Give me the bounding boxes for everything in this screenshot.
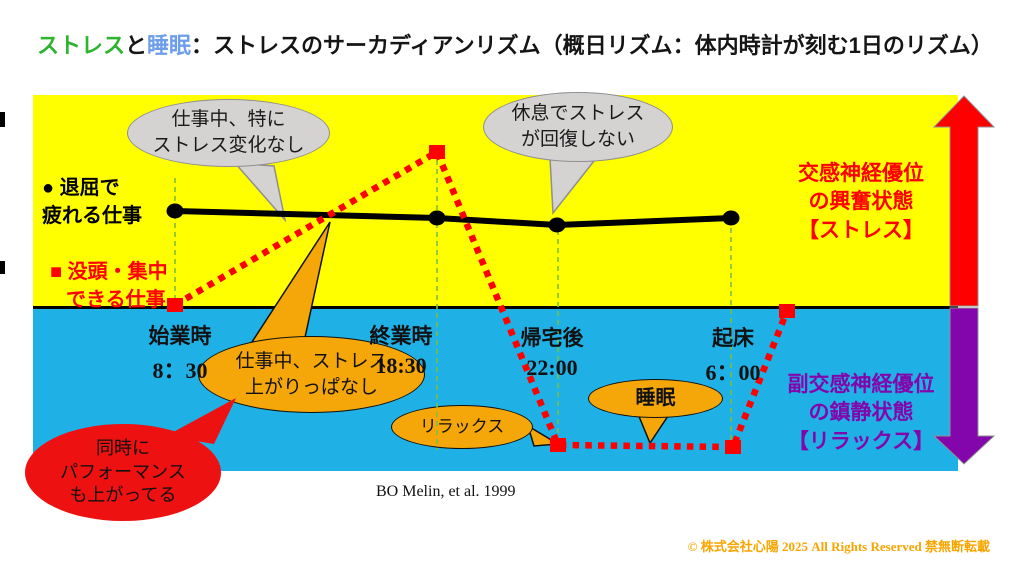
balloon-line: が回復しない xyxy=(520,129,635,150)
zone-line: の興奮状態 xyxy=(808,190,914,214)
axis-time: 22:00 xyxy=(526,355,578,380)
title-word-sleep: 睡眠 xyxy=(147,33,192,58)
legend-line: 疲れる仕事 xyxy=(42,205,142,227)
axis-kanji: 起床 xyxy=(712,327,754,350)
axis-label-home: 帰宅後 22:00 xyxy=(482,322,622,381)
balloon-relax: リラックス xyxy=(391,405,533,449)
citation: BO Melin, et al. 1999 xyxy=(376,483,516,500)
legend-boring-work: ● 退屈で 疲れる仕事 xyxy=(42,174,142,230)
copyright: © 株式会社心陽 2025 All Rights Reserved 禁無断転載 xyxy=(687,539,990,554)
zone-label-parasympathetic: 副交感神経優位 の鎮静状態 【リラックス】 xyxy=(759,371,963,456)
legend-focused-work: ■ 没頭・集中 できる仕事 xyxy=(50,258,168,314)
title-rest: ：ストレスのサーカディアンリズム（概日リズム：体内時計が刻む1日のリズム） xyxy=(191,33,993,58)
axis-label-work-start: 始業時 8：30 xyxy=(110,320,250,385)
balloon-line: 同時に xyxy=(96,438,150,459)
zone-line: 【ストレス】 xyxy=(798,218,924,242)
axis-kanji: 終業時 xyxy=(369,325,433,348)
axis-time: 8：30 xyxy=(152,358,208,383)
balloon-performance-up: 同時に パフォーマンス も上がってる xyxy=(25,424,221,521)
balloon-no-stress-change: 仕事中、特に ストレス変化なし xyxy=(127,99,330,167)
balloon-line: 休息でストレス xyxy=(511,103,645,125)
legend-line: できる仕事 xyxy=(66,289,166,311)
balloon-line: も上がってる xyxy=(69,485,177,506)
title-word-and: と xyxy=(125,33,148,58)
axis-label-work-end: 終業時 18:30 xyxy=(331,320,471,379)
balloon-line: リラックス xyxy=(419,416,505,436)
legend-line: ■ 没頭・集中 xyxy=(50,261,168,283)
balloon-line: パフォーマンス xyxy=(60,461,186,482)
zone-label-sympathetic: 交感神経優位 の興奮状態 【ストレス】 xyxy=(759,160,963,245)
balloon-no-recovery: 休息でストレス が回復しない xyxy=(483,92,673,162)
zone-line: 【リラックス】 xyxy=(787,429,935,453)
zone-line: 交感神経優位 xyxy=(798,162,924,185)
legend-line: ● 退屈で xyxy=(42,177,120,199)
balloon-line: ストレス変化なし xyxy=(152,135,305,156)
axis-kanji: 始業時 xyxy=(148,325,212,348)
axis-time: 18:30 xyxy=(375,353,427,378)
page-title: ストレスと睡眠：ストレスのサーカディアンリズム（概日リズム：体内時計が刻む1日の… xyxy=(37,28,993,60)
balloon-line: 睡眠 xyxy=(635,387,676,409)
axis-kanji: 帰宅後 xyxy=(520,327,584,350)
title-word-stress: ストレス xyxy=(37,33,126,58)
zone-line: の鎮静状態 xyxy=(808,401,914,425)
zone-line: 副交感神経優位 xyxy=(787,373,935,396)
balloon-line: 仕事中、特に xyxy=(171,109,286,131)
